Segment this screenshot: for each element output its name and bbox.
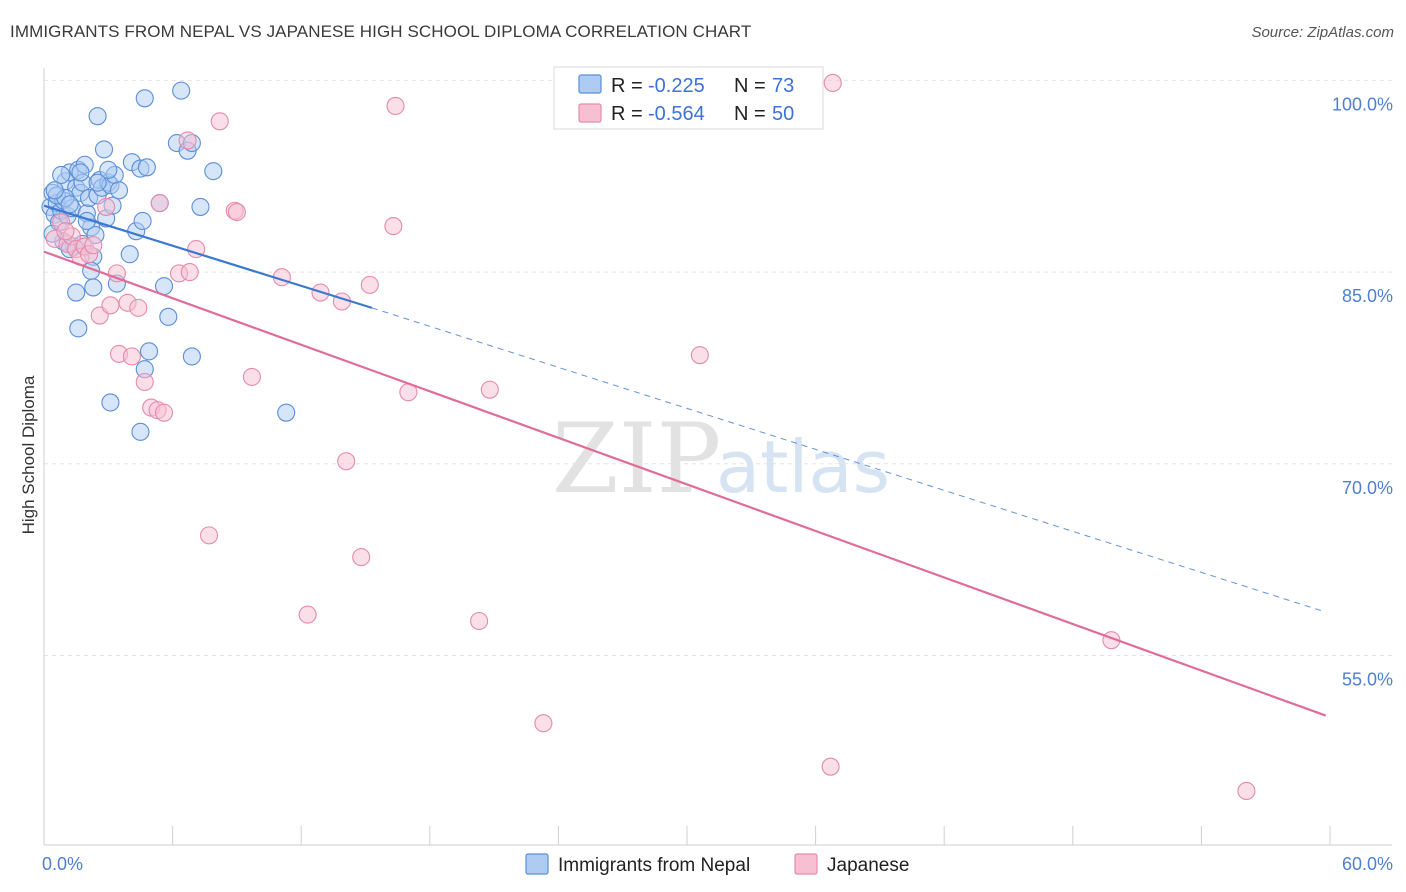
legend-n-label-nepal: N = <box>734 75 766 97</box>
point-japanese-27 <box>210 112 229 131</box>
point-japanese-26 <box>199 526 219 545</box>
point-japanese-16 <box>129 298 148 317</box>
y-tick-label-0: 100.0% <box>1332 94 1393 114</box>
point-japanese-49 <box>56 222 75 241</box>
point-japanese-41 <box>470 611 489 631</box>
point-japanese-38 <box>384 217 403 236</box>
point-japanese-23 <box>178 131 197 150</box>
stats-legend: R = -0.225 N = 73 R = -0.564 N = 50 <box>553 66 824 130</box>
x-tick-labels: 0.0% 60.0% <box>42 854 1393 874</box>
point-nepal-56 <box>182 347 201 366</box>
y-tick-label-1: 85.0% <box>1342 286 1393 306</box>
point-japanese-11 <box>101 296 120 315</box>
point-nepal-70 <box>71 163 90 182</box>
point-nepal-50 <box>101 393 120 412</box>
x-tick-label-0: 0.0% <box>42 854 83 874</box>
source-label: Source: ZipAtlas.com <box>1251 24 1394 41</box>
watermark-atlas: atlas <box>716 425 890 509</box>
point-japanese-48 <box>1237 781 1256 801</box>
legend-r-value-japanese: -0.564 <box>648 103 705 125</box>
legend-n-value-japanese: 50 <box>772 103 794 125</box>
legend-n-value-nepal: 73 <box>772 75 794 97</box>
point-japanese-39 <box>386 96 405 116</box>
point-nepal-33 <box>88 107 107 126</box>
point-japanese-37 <box>360 275 379 294</box>
point-nepal-65 <box>277 403 296 422</box>
y-tick-labels: 100.0% 85.0% 70.0% 55.0% <box>1332 94 1393 689</box>
bottom-legend-label-nepal: Immigrants from Nepal <box>558 855 750 876</box>
watermark-zip: ZIP <box>552 403 721 515</box>
point-japanese-8 <box>84 236 103 255</box>
point-nepal-32 <box>109 181 129 200</box>
point-nepal-37 <box>137 158 156 177</box>
legend-r-label-japanese: R = <box>611 103 643 125</box>
grid-lines <box>44 79 1392 656</box>
point-nepal-55 <box>159 307 178 326</box>
point-nepal-47 <box>67 283 86 302</box>
y-tick-label-3: 55.0% <box>1342 670 1393 690</box>
bottom-legend-swatch-japanese <box>794 853 818 875</box>
point-nepal-49 <box>69 319 88 338</box>
point-nepal-51 <box>131 422 150 441</box>
legend-swatch-nepal <box>578 74 602 94</box>
point-nepal-63 <box>191 197 210 216</box>
axes <box>43 68 1392 846</box>
point-nepal-59 <box>172 81 191 100</box>
y-tick-label-2: 70.0% <box>1342 478 1393 498</box>
point-japanese-36 <box>352 548 371 567</box>
bottom-legend-label-japanese: Japanese <box>827 855 909 876</box>
point-japanese-10 <box>97 197 116 216</box>
point-nepal-72 <box>45 181 64 200</box>
point-nepal-66 <box>88 173 107 192</box>
point-japanese-15 <box>122 347 141 366</box>
series-legend: Immigrants from Nepal Japanese <box>525 853 909 876</box>
point-nepal-52 <box>139 342 159 361</box>
bottom-legend-swatch-nepal <box>525 853 549 875</box>
point-japanese-45 <box>821 757 840 776</box>
trend-line-japanese <box>43 250 1327 717</box>
point-nepal-25 <box>94 140 114 159</box>
point-japanese-20 <box>150 194 169 213</box>
point-nepal-64 <box>204 162 223 181</box>
point-japanese-17 <box>135 372 154 392</box>
legend-swatch-japanese <box>578 103 602 123</box>
point-nepal-38 <box>133 211 152 231</box>
point-japanese-21 <box>154 403 174 422</box>
point-japanese-32 <box>298 605 317 624</box>
y-axis-label: High School Diploma <box>19 375 38 534</box>
watermark: ZIP atlas <box>552 403 890 515</box>
trend-line-nepal-extension <box>371 307 1326 613</box>
point-nepal-71 <box>60 195 79 214</box>
x-tick-label-1: 60.0% <box>1342 854 1393 874</box>
point-nepal-39 <box>120 245 139 264</box>
point-japanese-46 <box>823 73 842 93</box>
point-japanese-24 <box>180 263 199 282</box>
point-japanese-29 <box>227 202 246 222</box>
point-japanese-43 <box>534 714 553 733</box>
point-japanese-35 <box>337 452 356 471</box>
point-nepal-48 <box>84 278 103 297</box>
point-japanese-30 <box>242 367 261 386</box>
point-nepal-67 <box>99 160 118 179</box>
trend-line-nepal <box>43 204 373 309</box>
point-nepal-41 <box>52 165 71 185</box>
point-japanese-42 <box>480 380 499 399</box>
point-nepal-58 <box>135 89 154 108</box>
chart-title: IMMIGRANTS FROM NEPAL VS JAPANESE HIGH S… <box>10 22 752 41</box>
trend-lines <box>43 204 1327 717</box>
legend-r-value-nepal: -0.225 <box>648 75 705 97</box>
legend-n-label-japanese: N = <box>734 103 766 125</box>
legend-r-label-nepal: R = <box>611 75 643 97</box>
point-japanese-44 <box>690 346 709 365</box>
